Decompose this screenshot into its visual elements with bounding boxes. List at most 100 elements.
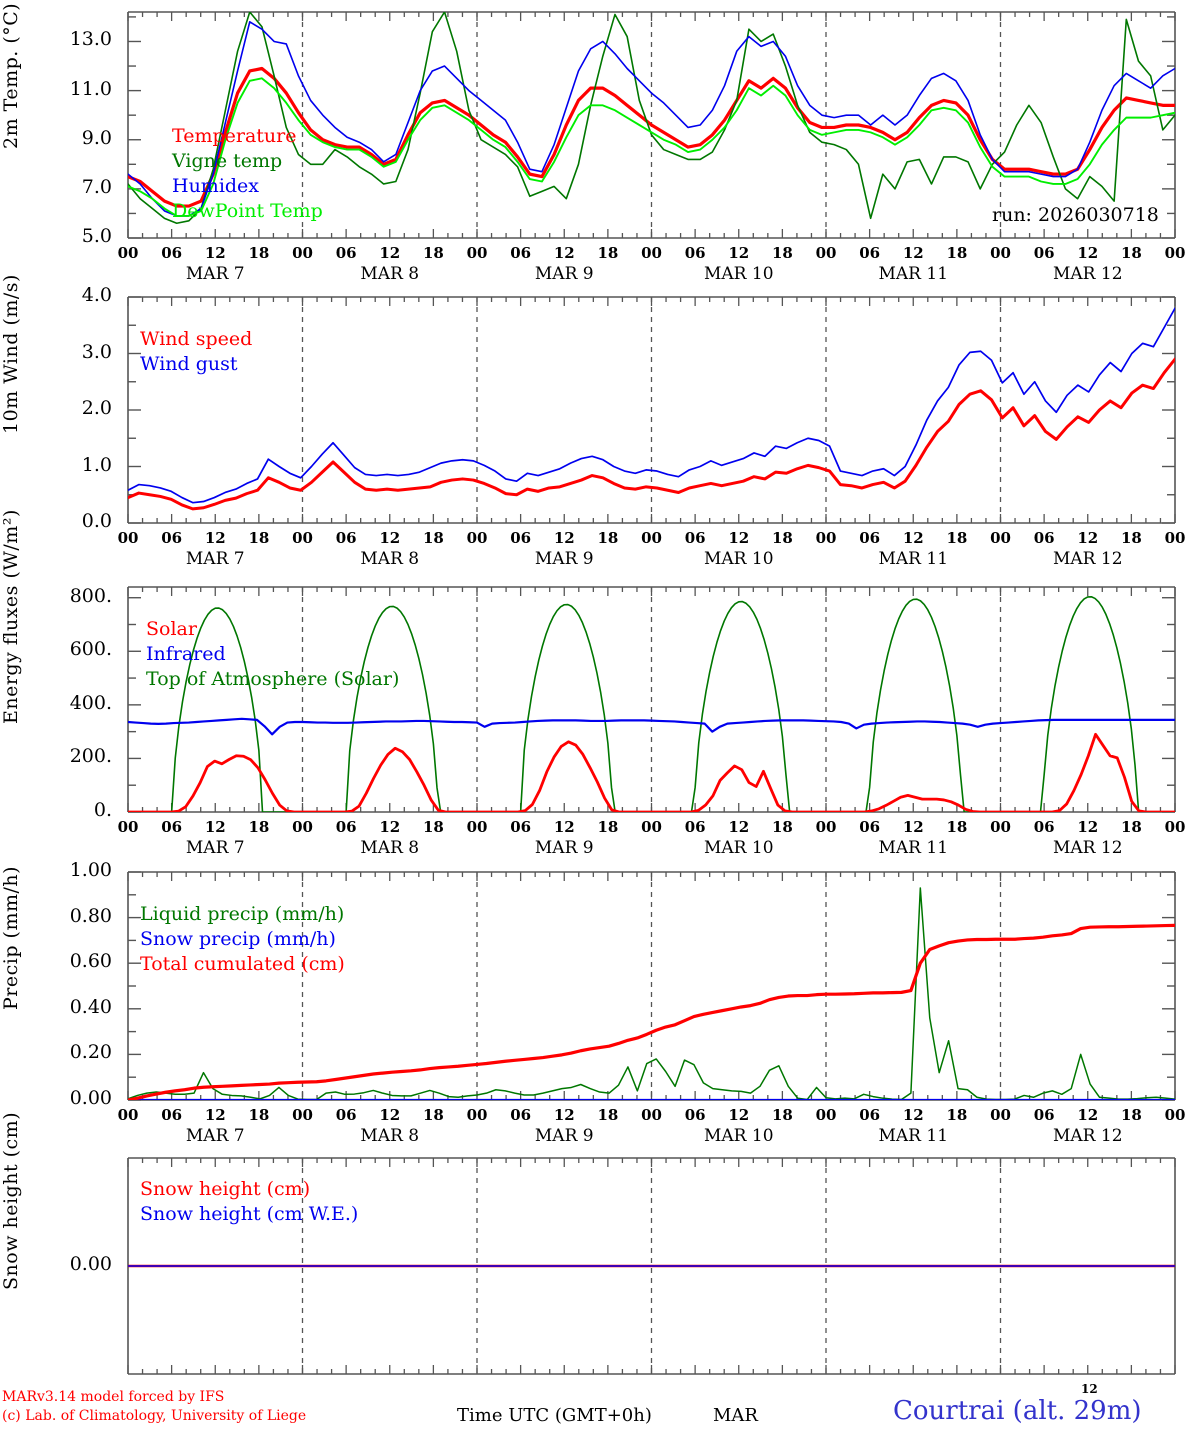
day-label: MAR 12: [1052, 264, 1123, 284]
y-tick-label: 1.0: [81, 453, 112, 476]
x-tick-label: 06: [1033, 1106, 1055, 1124]
y-tick-label: 800.: [69, 584, 112, 607]
x-tick-label: 00: [1164, 244, 1186, 262]
y-axis-title: Energy fluxes (W/m²): [0, 508, 22, 724]
x-tick-label: 00: [990, 244, 1011, 262]
x-tick-label: 06: [684, 818, 706, 836]
x-tick-label: 06: [510, 1106, 532, 1124]
x-tick-label: 00: [117, 818, 139, 836]
legend-item: Snow precip (mm/h): [140, 928, 336, 950]
x-tick-label: 12: [204, 818, 226, 836]
day-label: MAR 9: [534, 264, 594, 284]
series-line: [128, 732, 1175, 812]
day-label: MAR 12: [1052, 838, 1123, 858]
day-label: MAR 10: [703, 549, 774, 569]
x-tick-label: 00: [641, 244, 662, 262]
x-tick-label: 18: [771, 1106, 793, 1124]
x-tick-label: 06: [510, 818, 532, 836]
y-axis-title: 2m Temp. (°C): [0, 2, 22, 149]
x-tick-label: 18: [771, 818, 793, 836]
y-tick-label: 200.: [69, 745, 112, 768]
x-tick-label: 06: [1033, 244, 1055, 262]
x-tick-label: 12: [728, 244, 750, 262]
x-tick-label: 00: [292, 244, 313, 262]
x-tick-label: 18: [422, 1106, 444, 1124]
y-tick-label: 0.80: [69, 904, 112, 927]
x-tick-label: 00: [117, 244, 139, 262]
x-tick-label: 12: [902, 244, 924, 262]
x-tick-label: 18: [1120, 1106, 1142, 1124]
x-tick-label: 12: [1077, 529, 1099, 547]
x-tick-label: 12: [1077, 244, 1099, 262]
day-label: MAR 8: [360, 838, 420, 858]
x-tick-label: 00: [815, 818, 837, 836]
x-tick-label: 06: [510, 529, 532, 547]
x-tick-label: 00: [815, 244, 837, 262]
day-label: MAR 7: [185, 838, 245, 858]
legend-item: Humidex: [172, 175, 260, 197]
y-axis-title: 10m Wind (m/s): [0, 274, 22, 434]
footer-model-line: MARv3.14 model forced by IFS: [2, 1389, 225, 1405]
x-tick-label: 06: [684, 1106, 706, 1124]
day-label: MAR 8: [360, 549, 420, 569]
legend-item: Wind gust: [140, 353, 238, 375]
y-tick-label: 0.20: [69, 1041, 112, 1064]
y-tick-label: 3.0: [81, 340, 112, 363]
x-tick-label: 18: [946, 529, 968, 547]
legend-item: Snow height (cm W.E.): [140, 1203, 359, 1225]
x-tick-label: 06: [684, 244, 706, 262]
x-tick-label: 12: [379, 1106, 401, 1124]
x-tick-label: 06: [335, 529, 357, 547]
x-tick-label: 18: [1120, 529, 1142, 547]
day-label: MAR 11: [878, 838, 949, 858]
x-tick-label: 12: [553, 529, 575, 547]
legend-item: DewPoint Temp: [172, 200, 323, 222]
series-line: [128, 357, 1175, 511]
x-tick-label: 12: [204, 244, 226, 262]
legend-snow_height: Snow height (cm) Snow height (cm W.E.): [140, 1177, 358, 1227]
day-label: MAR 9: [534, 1126, 594, 1146]
x-tick-label: 12: [902, 818, 924, 836]
legend-precip: Liquid precip (mm/h) Snow precip (mm/h) To…: [140, 902, 345, 977]
legend-temperature: Temperature Vigne temp Humidex DewPoint Tem…: [172, 124, 323, 224]
x-tick-label: 06: [1033, 529, 1055, 547]
x-tick-label: 18: [946, 818, 968, 836]
series-line: [128, 717, 1175, 736]
x-tick-label: 00: [292, 818, 313, 836]
x-tick-label: 12: [379, 244, 401, 262]
x-tick-label: 06: [335, 244, 357, 262]
day-label: MAR 9: [534, 549, 594, 569]
x-tick-label: 00: [815, 529, 837, 547]
x-tick-label: 18: [597, 529, 619, 547]
day-label: MAR 11: [878, 264, 949, 284]
x-tick-label: 00: [1164, 818, 1186, 836]
x-tick-label: 00: [1164, 1106, 1186, 1124]
y-tick-label: 0.00: [69, 1253, 112, 1275]
station-superscript: 12: [1081, 1382, 1098, 1396]
y-tick-label: 400.: [69, 691, 112, 714]
x-tick-label: 12: [553, 1106, 575, 1124]
x-tick-label: 06: [161, 244, 183, 262]
x-tick-label: 18: [597, 1106, 619, 1124]
x-tick-label: 18: [771, 244, 793, 262]
x-tick-label: 00: [117, 1106, 139, 1124]
legend-item: Top of Atmosphere (Solar): [146, 668, 400, 690]
x-tick-label: 18: [248, 529, 270, 547]
time-axis-month: MAR: [713, 1405, 758, 1426]
x-tick-label: 18: [597, 244, 619, 262]
x-tick-label: 18: [422, 818, 444, 836]
time-axis-label: Time UTC (GMT+0h): [457, 1405, 652, 1426]
x-tick-label: 18: [248, 244, 270, 262]
x-tick-label: 18: [771, 529, 793, 547]
x-tick-label: 06: [335, 818, 357, 836]
y-tick-label: 0.0: [81, 510, 112, 532]
x-tick-label: 00: [990, 1106, 1011, 1124]
y-tick-label: 5.0: [81, 225, 112, 247]
x-tick-label: 18: [248, 818, 270, 836]
legend-item: Solar: [146, 618, 197, 640]
y-tick-label: 0.40: [69, 995, 112, 1018]
x-tick-label: 12: [728, 529, 750, 547]
y-tick-label: 4.0: [81, 284, 112, 306]
x-tick-label: 18: [248, 1106, 270, 1124]
legend-item: Temperature: [172, 125, 297, 147]
